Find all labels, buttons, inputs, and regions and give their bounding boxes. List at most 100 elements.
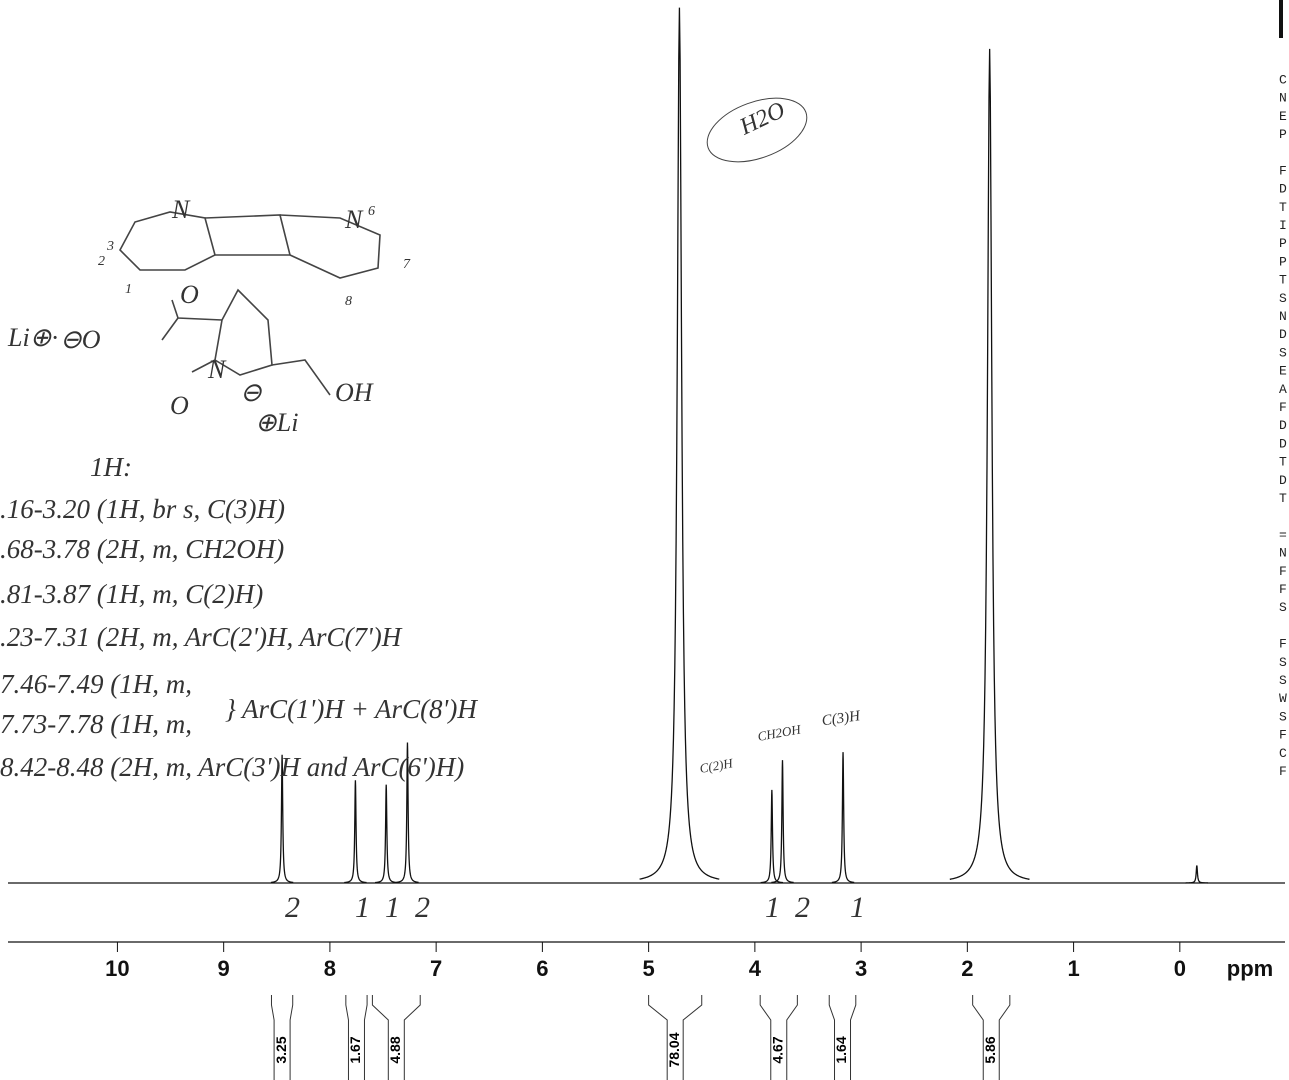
peak	[270, 754, 294, 884]
side-letter: D	[1279, 327, 1287, 342]
side-letter: T	[1279, 200, 1287, 215]
side-letter: S	[1279, 600, 1287, 615]
side-letter: W	[1279, 691, 1287, 706]
side-letter: E	[1279, 364, 1287, 379]
hand-integral: 1	[385, 891, 400, 924]
note: 7.46-7.49 (1H, m,	[0, 669, 192, 699]
x-tick-label: 7	[430, 956, 442, 981]
side-letter: F	[1279, 400, 1287, 415]
peak	[344, 780, 367, 884]
side-letter: N	[1279, 91, 1287, 106]
structure-label: 3	[106, 239, 114, 254]
side-letter: F	[1279, 764, 1287, 779]
side-letter: F	[1279, 637, 1287, 652]
integral-bracket	[759, 995, 798, 1080]
x-tick-label: 0	[1174, 956, 1186, 981]
structure-label: 1	[125, 282, 132, 297]
integral-value: 78.04	[666, 1032, 682, 1067]
side-letter: D	[1279, 473, 1287, 488]
x-tick-label: 6	[536, 956, 548, 981]
side-letter: T	[1279, 273, 1287, 288]
h2o-circle	[706, 97, 808, 163]
note: .16-3.20 (1H, br s, C(3)H)	[0, 494, 285, 524]
integral-bracket	[828, 995, 857, 1080]
structure-label: 7	[403, 257, 411, 272]
side-letter: P	[1279, 236, 1287, 251]
side-letter: C	[1279, 72, 1287, 87]
side-letter: S	[1279, 291, 1287, 306]
side-letter: F	[1279, 163, 1287, 178]
x-tick-label: 1	[1067, 956, 1079, 981]
integral-value: 1.64	[833, 1036, 849, 1063]
hand-integral: 1	[765, 891, 780, 924]
x-tick-label: 2	[961, 956, 973, 981]
note: 1H:	[90, 452, 132, 482]
structure-label: N	[171, 195, 191, 224]
side-letter: S	[1279, 673, 1287, 688]
structure-label: 2	[98, 254, 105, 269]
integral-bracket	[371, 995, 421, 1080]
side-letter: =	[1279, 527, 1287, 542]
x-tick-label: 9	[218, 956, 230, 981]
integral-value: 5.86	[982, 1036, 998, 1063]
structure-label: ⊖O	[60, 325, 101, 354]
peak-annotation: C(2)H	[698, 755, 734, 776]
side-letter: N	[1279, 309, 1287, 324]
side-letter: D	[1279, 418, 1287, 433]
side-letter: P	[1279, 127, 1287, 142]
side-letter: E	[1279, 109, 1287, 124]
integral-value: 4.88	[387, 1036, 403, 1063]
side-letter: S	[1279, 709, 1287, 724]
note: .81-3.87 (1H, m, C(2)H)	[0, 579, 263, 609]
peak-annotation: CH2OH	[756, 721, 802, 743]
structure-label: OH	[335, 378, 374, 407]
x-tick-label: 8	[324, 956, 336, 981]
side-letter: P	[1279, 254, 1287, 269]
structure-label: N	[207, 355, 227, 384]
x-axis-label: ppm	[1227, 956, 1273, 981]
side-letter: D	[1279, 436, 1287, 451]
integral-value: 1.67	[347, 1036, 363, 1063]
integral-bracket	[648, 995, 703, 1080]
structure-label: O	[180, 280, 199, 309]
peak-annotation: C(3)H	[821, 708, 862, 729]
integral-bracket	[270, 995, 294, 1080]
peak	[639, 7, 720, 880]
x-tick-label: 4	[749, 956, 762, 981]
side-letter: I	[1279, 218, 1287, 233]
peak	[760, 789, 784, 884]
side-letter: S	[1279, 345, 1287, 360]
side-letter: T	[1279, 491, 1287, 506]
structure-label: Li⊕·	[7, 323, 58, 352]
hand-integral: 1	[850, 891, 865, 924]
side-letter: N	[1279, 546, 1287, 561]
peak	[375, 784, 398, 884]
side-letter: D	[1279, 182, 1287, 197]
hand-integral: 1	[355, 891, 370, 924]
integral-value: 3.25	[273, 1036, 289, 1063]
note: 7.73-7.78 (1H, m,	[0, 709, 192, 739]
side-letter: F	[1279, 728, 1287, 743]
structure-label: 8	[345, 294, 352, 309]
structure-label: ⊖	[240, 378, 262, 407]
peak	[771, 760, 794, 884]
x-tick-label: 10	[105, 956, 129, 981]
peak-annotation: H2O	[735, 97, 789, 141]
peak	[1185, 865, 1208, 884]
hand-integral: 2	[795, 891, 810, 924]
structure-label: N	[344, 205, 364, 234]
integral-bracket	[972, 995, 1011, 1080]
x-tick-label: 3	[855, 956, 867, 981]
hand-integral: 2	[285, 891, 300, 924]
structure-drawing	[119, 211, 381, 396]
integral-value: 4.67	[769, 1036, 785, 1063]
side-letter: T	[1279, 455, 1287, 470]
note: .23-7.31 (2H, m, ArC(2')H, ArC(7')H	[0, 622, 403, 652]
structure-label: ⊕Li	[255, 408, 298, 437]
structure-label: O	[170, 391, 189, 420]
note: .68-3.78 (2H, m, CH2OH)	[0, 534, 284, 564]
side-letter: F	[1279, 582, 1287, 597]
hand-integral: 2	[415, 891, 430, 924]
